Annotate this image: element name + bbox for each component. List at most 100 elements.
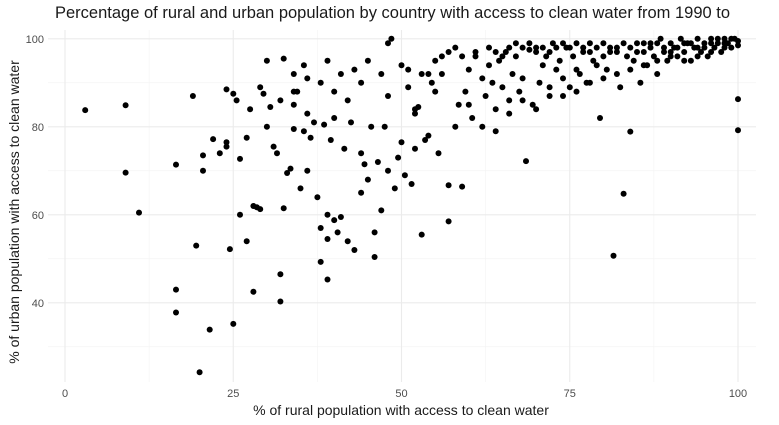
data-point	[721, 44, 728, 51]
data-point	[613, 49, 620, 55]
data-point	[681, 57, 688, 64]
data-point	[358, 150, 365, 157]
data-point	[694, 53, 701, 60]
data-point	[290, 88, 297, 95]
data-point	[536, 79, 543, 86]
data-point	[418, 231, 425, 238]
data-point	[654, 71, 661, 77]
data-point	[415, 104, 422, 110]
data-point	[304, 110, 311, 117]
data-point	[462, 88, 469, 95]
data-point	[603, 66, 610, 73]
data-point	[509, 71, 516, 77]
data-point	[698, 49, 704, 55]
data-point	[687, 40, 694, 47]
data-point	[287, 165, 294, 172]
data-point	[499, 53, 506, 60]
data-point	[570, 53, 577, 60]
data-point	[492, 49, 499, 55]
data-point	[586, 79, 593, 86]
data-point	[593, 44, 600, 51]
data-point	[704, 53, 711, 60]
data-point	[661, 44, 667, 51]
data-point	[317, 225, 324, 231]
data-point	[432, 88, 439, 95]
data-point	[300, 128, 307, 135]
data-point	[348, 119, 354, 126]
data-point	[708, 35, 715, 42]
data-point	[438, 71, 445, 77]
data-point	[523, 158, 529, 165]
data-point	[445, 182, 452, 189]
data-point	[546, 49, 553, 55]
data-point	[277, 271, 284, 278]
data-point	[553, 44, 560, 51]
data-point	[708, 49, 715, 55]
data-point	[613, 71, 620, 77]
data-point	[351, 66, 358, 73]
data-point	[637, 79, 644, 86]
data-point	[82, 107, 89, 114]
data-point	[418, 71, 425, 77]
data-point	[590, 57, 597, 64]
data-point	[452, 123, 459, 130]
data-point	[337, 71, 344, 77]
data-point	[247, 106, 254, 113]
data-point	[549, 40, 556, 47]
data-point	[681, 40, 688, 47]
data-point	[327, 137, 334, 143]
data-point	[428, 79, 435, 86]
chart-title: Percentage of rural and urban population…	[55, 4, 731, 22]
data-point	[661, 49, 667, 55]
data-point	[647, 40, 654, 47]
data-point	[496, 57, 503, 64]
data-point	[573, 40, 580, 47]
data-point	[260, 90, 267, 97]
data-point	[714, 40, 721, 47]
data-point	[664, 57, 671, 64]
data-point	[597, 115, 603, 121]
data-point	[324, 57, 331, 64]
data-point	[600, 53, 607, 60]
data-point	[206, 326, 213, 333]
data-point	[200, 167, 206, 174]
data-point	[122, 102, 129, 109]
data-point	[479, 75, 486, 82]
data-point	[529, 101, 536, 108]
data-point	[425, 71, 432, 77]
data-point	[607, 49, 614, 55]
data-point	[280, 205, 287, 212]
data-point	[674, 53, 681, 60]
data-point	[257, 206, 264, 213]
data-point	[687, 57, 694, 64]
data-point	[210, 136, 217, 143]
data-point	[432, 57, 439, 64]
data-point	[334, 229, 341, 236]
data-point	[566, 44, 573, 51]
data-point	[479, 123, 486, 130]
data-point	[391, 185, 398, 192]
data-point	[617, 84, 624, 91]
data-point	[250, 288, 257, 295]
data-point	[200, 152, 206, 159]
data-point	[607, 44, 614, 51]
data-point	[512, 53, 519, 60]
data-point	[681, 49, 688, 55]
data-point	[381, 123, 388, 130]
data-point	[560, 75, 566, 82]
data-point	[223, 86, 230, 93]
y-tick-label: 60	[32, 210, 44, 222]
data-point	[290, 101, 297, 108]
data-point	[553, 66, 560, 73]
data-point	[361, 161, 368, 168]
data-point	[331, 217, 338, 224]
data-point	[465, 66, 472, 73]
data-point	[714, 35, 721, 42]
data-point	[640, 62, 647, 69]
data-point	[735, 96, 741, 103]
x-tick-label: 0	[62, 388, 68, 400]
y-tick-label: 40	[32, 298, 44, 310]
data-point	[573, 66, 580, 73]
data-point	[560, 40, 566, 47]
